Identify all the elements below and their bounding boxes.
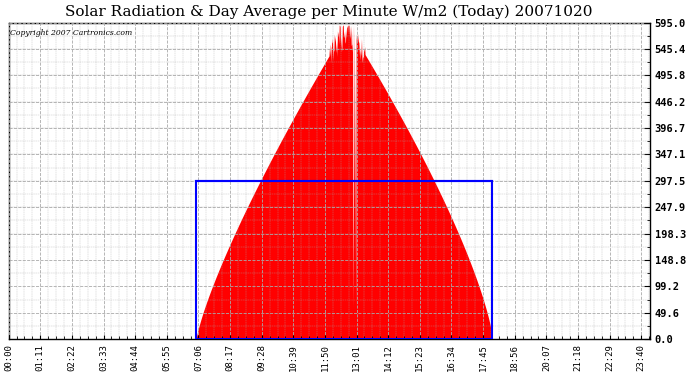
Title: Solar Radiation & Day Average per Minute W/m2 (Today) 20071020: Solar Radiation & Day Average per Minute…: [66, 4, 593, 18]
Text: Copyright 2007 Cartronics.com: Copyright 2007 Cartronics.com: [10, 29, 132, 37]
Bar: [196, 181, 493, 339]
